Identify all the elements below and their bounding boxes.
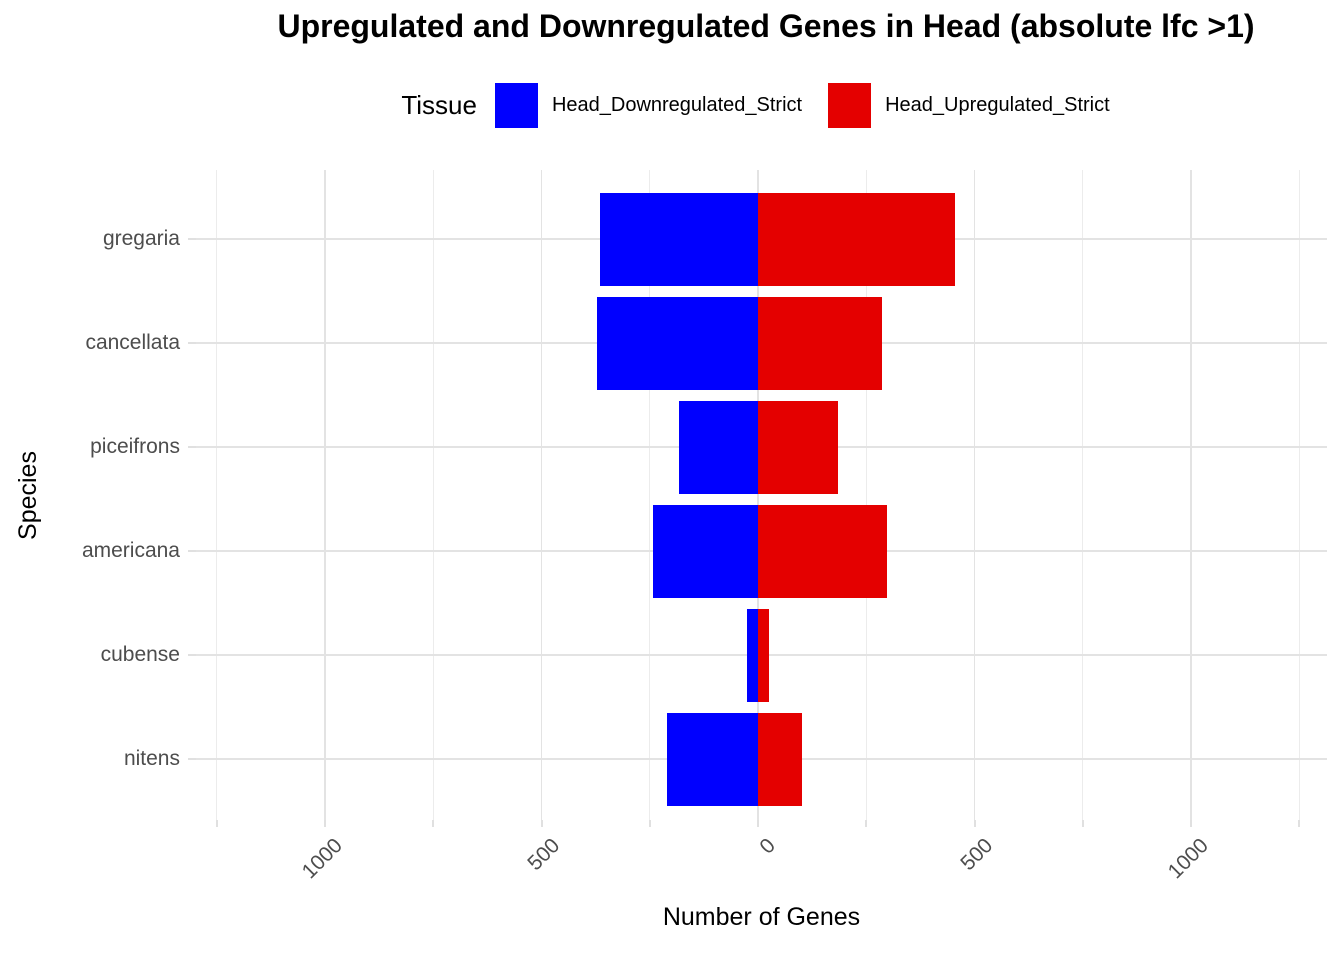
legend-item: Head_Upregulated_Strict: [828, 82, 1110, 128]
bar-cubense-upregulated: [758, 608, 770, 702]
x-tick-label: 0: [755, 834, 781, 859]
y-axis-title: Species: [13, 450, 42, 540]
gridline-x-minor: [432, 170, 434, 820]
x-tick-label: 500: [955, 834, 997, 876]
legend-key-swatch: [494, 82, 538, 128]
bar-americana-downregulated: [652, 504, 759, 598]
gridline-x-major: [1190, 170, 1192, 820]
gridline-x-minor: [649, 170, 651, 820]
bar-piceifrons-upregulated: [758, 400, 838, 494]
y-axis-labels: gregaria cancellata piceifrons americana cub…: [0, 170, 180, 820]
gridline-x-minor: [865, 170, 867, 820]
bar-gregaria-upregulated: [758, 192, 956, 286]
bar-cancellata-upregulated: [758, 296, 882, 390]
y-axis-tick: [188, 238, 196, 240]
y-tick-label: piceifrons: [90, 435, 180, 458]
x-axis-tick: [432, 820, 435, 827]
legend-item-label: Head_Upregulated_Strict: [885, 93, 1110, 116]
legend-title: Tissue: [401, 89, 477, 120]
bar-nitens-upregulated: [758, 712, 802, 806]
gridline-x-minor: [1298, 170, 1300, 820]
y-tick-label: cubense: [100, 643, 180, 666]
x-axis-tick: [1081, 820, 1084, 827]
gridline-x-major: [540, 170, 543, 820]
y-tick-label: americana: [81, 539, 180, 562]
plot-panel: [188, 170, 1327, 827]
x-axis-tick: [1298, 820, 1301, 827]
x-axis-tick: [1190, 820, 1193, 827]
y-axis-tick: [188, 342, 196, 344]
y-axis-title-wrap: Species: [8, 170, 48, 820]
bar-americana-upregulated: [758, 504, 888, 598]
chart-title: Upregulated and Downregulated Genes in H…: [277, 8, 1255, 44]
x-axis-tick: [865, 820, 868, 827]
x-tick-label: 1000: [298, 834, 348, 884]
x-axis-tick: [757, 820, 760, 827]
y-tick-label: gregaria: [102, 227, 180, 250]
x-axis-tick: [648, 820, 651, 827]
bar-gregaria-downregulated: [599, 192, 759, 286]
bar-cancellata-downregulated: [597, 296, 759, 390]
x-axis-tick: [973, 820, 976, 827]
gridline-x-major: [757, 170, 759, 820]
legend: Tissue Head_Downregulated_Strict Head_Upr…: [196, 80, 1327, 130]
y-axis-tick: [188, 654, 196, 656]
y-tick-label: nitens: [123, 747, 180, 770]
x-axis-labels: 1000 500 0 500 1000: [196, 170, 1327, 883]
x-tick-label: 1000: [1164, 834, 1214, 884]
gridline-x-major: [973, 170, 976, 820]
x-axis-tick: [324, 820, 327, 827]
gridline-x-minor: [1082, 170, 1084, 820]
x-axis-tick: [540, 820, 543, 827]
bar-nitens-downregulated: [666, 712, 759, 806]
gridline-x-major: [324, 170, 326, 820]
y-axis-tick: [188, 758, 196, 760]
x-axis-title: Number of Genes: [662, 903, 861, 931]
x-tick-label: 500: [522, 834, 564, 876]
legend-item-label: Head_Downregulated_Strict: [551, 93, 803, 116]
x-axis-tick: [215, 820, 218, 827]
y-tick-label: cancellata: [85, 331, 180, 354]
legend-item: Head_Downregulated_Strict: [494, 82, 803, 128]
gridline-x-minor: [216, 170, 218, 820]
legend-key-swatch: [828, 82, 872, 128]
y-axis-tick: [188, 550, 196, 552]
y-axis-tick: [188, 446, 196, 448]
bar-cubense-downregulated: [746, 608, 759, 702]
bar-piceifrons-downregulated: [679, 400, 759, 494]
